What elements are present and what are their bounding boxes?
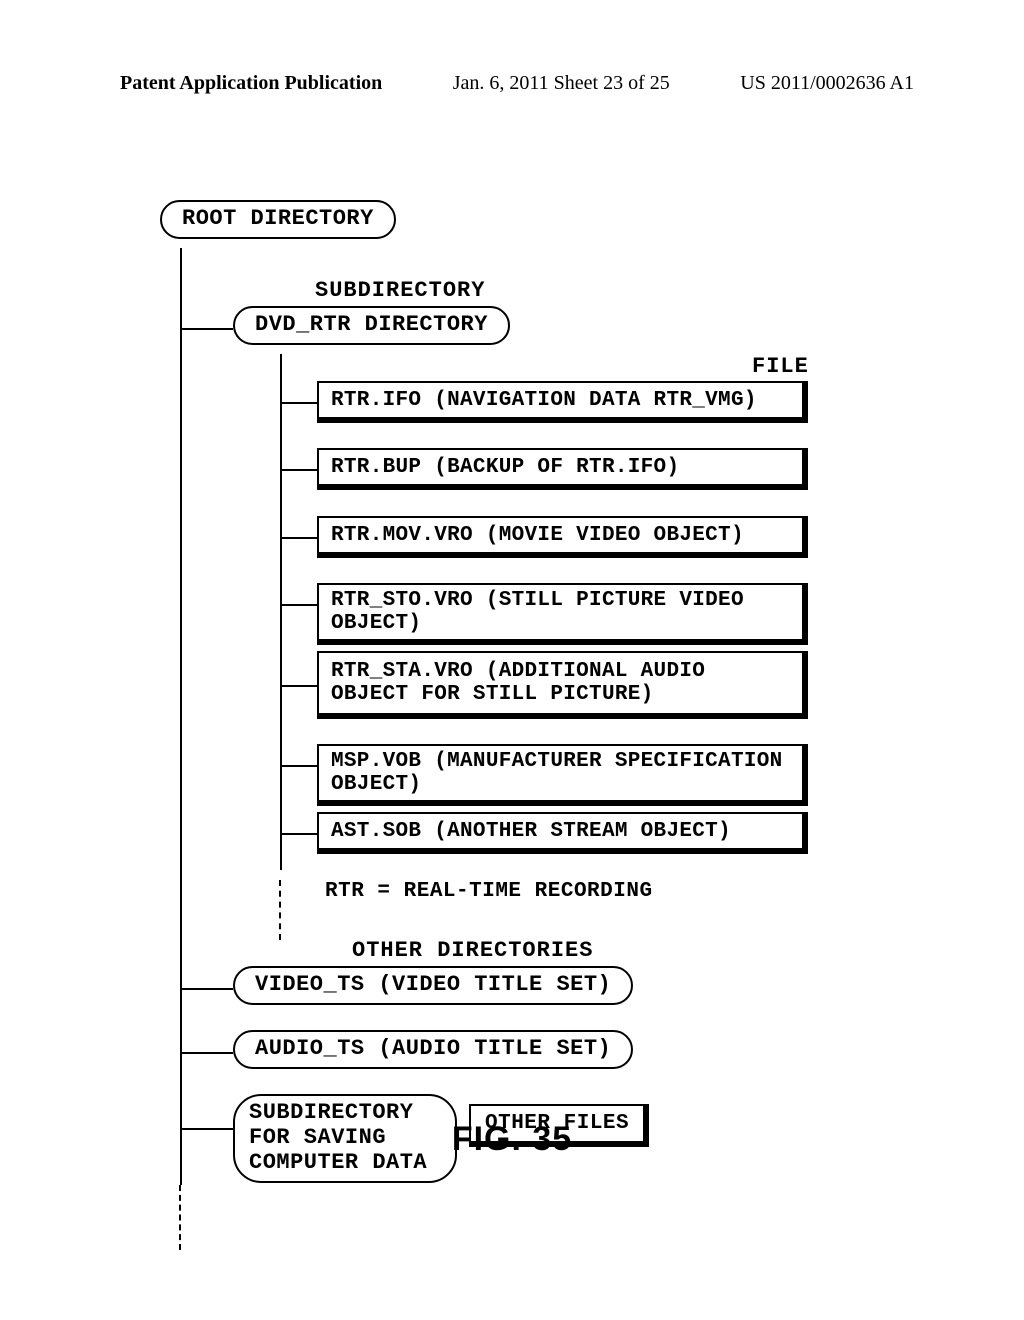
subdirectory-heading: SUBDIRECTORY xyxy=(315,278,485,303)
figure-caption: FIG. 35 xyxy=(0,1120,1024,1159)
rtr-note: RTR = REAL-TIME RECORDING xyxy=(325,880,653,903)
dvd-rtr-trunk-dashed xyxy=(279,880,281,940)
header-right: US 2011/0002636 A1 xyxy=(740,72,914,95)
root-trunk-dashed xyxy=(179,1185,181,1250)
file-node-6: AST.SOB (ANOTHER STREAM OBJECT) xyxy=(317,812,808,854)
video-ts-connector xyxy=(180,988,233,990)
file-node-2: RTR.MOV.VRO (MOVIE VIDEO OBJECT) xyxy=(317,516,808,558)
file-connector-5 xyxy=(280,765,317,767)
file-label-4: RTR_STA.VRO (ADDITIONAL AUDIO OBJECT FOR… xyxy=(331,660,790,706)
audio-ts-connector xyxy=(180,1052,233,1054)
dvd-rtr-directory-node: DVD_RTR DIRECTORY xyxy=(233,306,510,345)
file-connector-2 xyxy=(280,537,317,539)
page: Patent Application Publication Jan. 6, 2… xyxy=(0,0,1024,1320)
dvd-rtr-trunk-line xyxy=(280,354,282,870)
file-label-0: RTR.IFO (NAVIGATION DATA RTR_VMG) xyxy=(331,389,757,412)
video-ts-node: VIDEO_TS (VIDEO TITLE SET) xyxy=(233,966,633,1005)
file-connector-3 xyxy=(280,604,317,606)
file-connector-4 xyxy=(280,685,317,687)
header-left: Patent Application Publication xyxy=(120,72,382,95)
file-node-1: RTR.BUP (BACKUP OF RTR.IFO) xyxy=(317,448,808,490)
file-node-0: RTR.IFO (NAVIGATION DATA RTR_VMG) xyxy=(317,381,808,423)
file-label-3: RTR_STO.VRO (STILL PICTURE VIDEO OBJECT) xyxy=(331,589,790,635)
dvd-rtr-directory-label: DVD_RTR DIRECTORY xyxy=(255,312,488,337)
other-directories-heading: OTHER DIRECTORIES xyxy=(352,938,593,963)
file-node-4: RTR_STA.VRO (ADDITIONAL AUDIO OBJECT FOR… xyxy=(317,651,808,719)
file-connector-0 xyxy=(280,402,317,404)
header-center: Jan. 6, 2011 Sheet 23 of 25 xyxy=(453,72,670,95)
file-heading: FILE xyxy=(752,354,809,379)
file-label-1: RTR.BUP (BACKUP OF RTR.IFO) xyxy=(331,456,679,479)
root-directory-label: ROOT DIRECTORY xyxy=(182,206,374,231)
page-header: Patent Application Publication Jan. 6, 2… xyxy=(0,72,1024,95)
dvd-rtr-connector xyxy=(180,328,233,330)
file-label-2: RTR.MOV.VRO (MOVIE VIDEO OBJECT) xyxy=(331,524,744,547)
audio-ts-label: AUDIO_TS (AUDIO TITLE SET) xyxy=(255,1036,611,1061)
video-ts-label: VIDEO_TS (VIDEO TITLE SET) xyxy=(255,972,611,997)
file-label-5: MSP.VOB (MANUFACTURER SPECIFICATION OBJE… xyxy=(331,750,790,796)
file-label-6: AST.SOB (ANOTHER STREAM OBJECT) xyxy=(331,820,731,843)
audio-ts-node: AUDIO_TS (AUDIO TITLE SET) xyxy=(233,1030,633,1069)
file-node-5: MSP.VOB (MANUFACTURER SPECIFICATION OBJE… xyxy=(317,744,808,806)
root-directory-node: ROOT DIRECTORY xyxy=(160,200,396,239)
file-connector-1 xyxy=(280,469,317,471)
root-trunk-line xyxy=(180,248,182,1185)
file-connector-6 xyxy=(280,833,317,835)
file-node-3: RTR_STO.VRO (STILL PICTURE VIDEO OBJECT) xyxy=(317,583,808,645)
